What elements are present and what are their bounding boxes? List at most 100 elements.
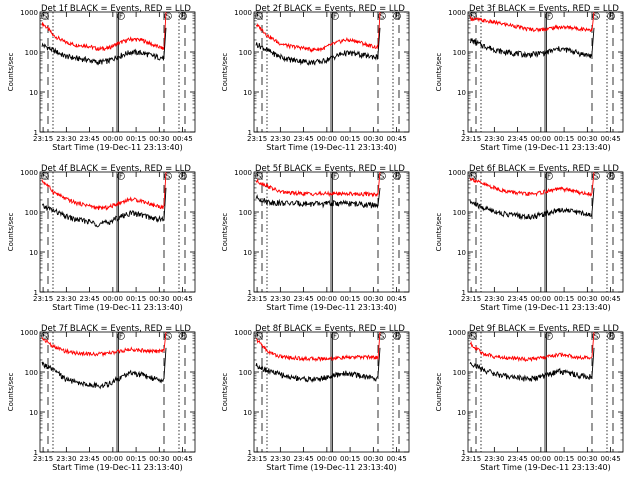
- marker-label: S: [594, 13, 599, 21]
- x-tick-label: 00:45: [601, 455, 621, 463]
- events-series-line: [42, 187, 167, 228]
- marker-label-ring: [378, 12, 386, 20]
- y-tick-label: 1000: [20, 9, 38, 17]
- lld-series-line: [469, 171, 595, 197]
- events-series-line: [41, 27, 167, 66]
- y-tick-label: 10: [457, 409, 466, 417]
- panel-6: Det 6f BLACK = Events, RED = LLD 1 10 100 10…: [435, 164, 624, 312]
- x-tick-label: 23:30: [270, 135, 290, 143]
- y-axis-label: Counts/sec: [221, 53, 229, 92]
- x-tick-label: 00:45: [387, 135, 407, 143]
- x-tick-label: 00:00: [531, 455, 551, 463]
- y-tick-label: 1: [462, 449, 466, 457]
- marker-label-ring: [545, 172, 553, 180]
- marker-label-ring: [592, 332, 600, 340]
- marker-label: E: [395, 13, 399, 21]
- marker-label-ring: [393, 332, 401, 340]
- x-tick-label: 00:15: [340, 455, 360, 463]
- x-tick-label: 23:45: [80, 135, 100, 143]
- marker-label: E: [395, 333, 399, 341]
- y-tick-label: 1: [462, 129, 466, 137]
- x-tick-label: 00:30: [363, 455, 383, 463]
- y-axis-label: Counts/sec: [435, 213, 443, 252]
- y-tick-label: 1: [248, 449, 252, 457]
- events-series-line: [469, 27, 595, 59]
- lld-series-line: [41, 331, 167, 358]
- x-tick-label: 23:15: [461, 455, 481, 463]
- lld-series-line: [41, 171, 167, 211]
- events-series-line: [41, 347, 167, 390]
- x-tick-label: 00:00: [531, 135, 551, 143]
- x-tick-label: 23:30: [56, 455, 76, 463]
- marker-label: F: [119, 173, 123, 181]
- y-tick-label: 1000: [20, 169, 38, 177]
- panel-9: Det 9f BLACK = Events, RED = LLD 1 10 100 10…: [435, 324, 624, 472]
- y-axis-label: Counts/sec: [435, 373, 443, 412]
- marker-label-ring: [607, 172, 615, 180]
- marker-label: S: [380, 13, 385, 21]
- y-tick-label: 100: [453, 49, 466, 57]
- marker-label-ring: [545, 12, 553, 20]
- marker-label-ring: [545, 332, 553, 340]
- x-tick-label: 00:30: [363, 295, 383, 303]
- x-tick-label: 00:45: [173, 295, 193, 303]
- y-tick-label: 1000: [234, 329, 252, 337]
- y-axis-label: Counts/sec: [221, 213, 229, 252]
- x-tick-label: 00:45: [387, 455, 407, 463]
- y-axis-label: Counts/sec: [435, 53, 443, 92]
- x-axis-label: Start Time (19-Dec-11 23:13:40): [266, 303, 397, 312]
- marker-label-ring: [592, 172, 600, 180]
- marker-label-ring: [469, 332, 477, 340]
- marker-label-ring: [179, 12, 187, 20]
- x-tick-label: 23:15: [461, 295, 481, 303]
- x-tick-label: 00:15: [126, 135, 146, 143]
- x-tick-label: 23:15: [247, 295, 267, 303]
- x-tick-label: 23:45: [80, 295, 100, 303]
- marker-label: E: [181, 333, 185, 341]
- marker-label: F: [333, 333, 337, 341]
- x-tick-label: 00:00: [317, 135, 337, 143]
- x-tick-label: 23:45: [294, 135, 314, 143]
- x-tick-label: 23:30: [56, 295, 76, 303]
- marker-label-ring: [331, 172, 339, 180]
- marker-label: S: [43, 333, 48, 341]
- x-tick-label: 23:45: [294, 295, 314, 303]
- plot-frame: [39, 331, 196, 453]
- x-tick-label: 00:15: [126, 455, 146, 463]
- x-tick-label: 00:30: [149, 295, 169, 303]
- marker-label-ring: [378, 332, 386, 340]
- marker-label: E: [181, 173, 185, 181]
- marker-label-ring: [164, 172, 172, 180]
- x-axis-label: Start Time (19-Dec-11 23:13:40): [480, 303, 611, 312]
- x-tick-label: 00:45: [601, 295, 621, 303]
- marker-label: F: [547, 173, 551, 181]
- x-tick-label: 00:00: [103, 135, 123, 143]
- marker-label: S: [43, 173, 48, 181]
- marker-label: S: [380, 333, 385, 341]
- x-tick-label: 23:45: [508, 455, 528, 463]
- y-tick-label: 1: [462, 289, 466, 297]
- x-tick-label: 23:30: [484, 295, 504, 303]
- plot-frame: [39, 11, 196, 133]
- x-tick-label: 23:45: [80, 455, 100, 463]
- marker-label-ring: [179, 332, 187, 340]
- x-tick-label: 23:15: [247, 135, 267, 143]
- y-tick-label: 100: [453, 209, 466, 217]
- plot-frame: [253, 331, 410, 453]
- x-axis-label: Start Time (19-Dec-11 23:13:40): [52, 303, 183, 312]
- y-axis-label: Counts/sec: [7, 53, 15, 92]
- y-tick-label: 100: [239, 209, 252, 217]
- panel-1: Det 1f BLACK = Events, RED = LLD 1 10 100 10…: [7, 4, 196, 152]
- lld-series-line: [255, 11, 381, 53]
- marker-label-ring: [164, 12, 172, 20]
- x-tick-label: 00:45: [173, 135, 193, 143]
- panel-title: Det 9f BLACK = Events, RED = LLD: [469, 324, 619, 334]
- lld-series-line: [255, 331, 381, 363]
- marker-label: F: [119, 13, 123, 21]
- y-tick-label: 10: [457, 249, 466, 257]
- x-tick-label: 00:45: [173, 455, 193, 463]
- panel-5: Det 5f BLACK = Events, RED = LLD 1 10 100 10…: [221, 164, 410, 312]
- x-tick-label: 23:15: [247, 455, 267, 463]
- y-tick-label: 10: [243, 249, 252, 257]
- y-axis-label: Counts/sec: [7, 213, 15, 252]
